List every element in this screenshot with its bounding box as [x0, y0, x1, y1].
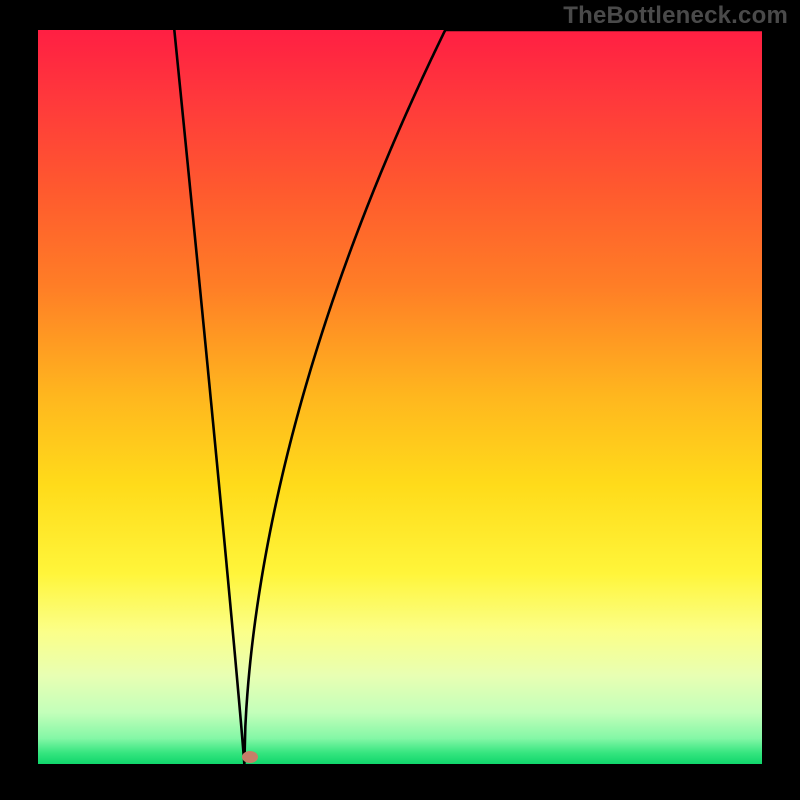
min-point-marker [242, 751, 258, 763]
chart-stage: TheBottleneck.com [0, 0, 800, 800]
bottleneck-curve [38, 30, 762, 764]
watermark-text: TheBottleneck.com [563, 2, 788, 30]
